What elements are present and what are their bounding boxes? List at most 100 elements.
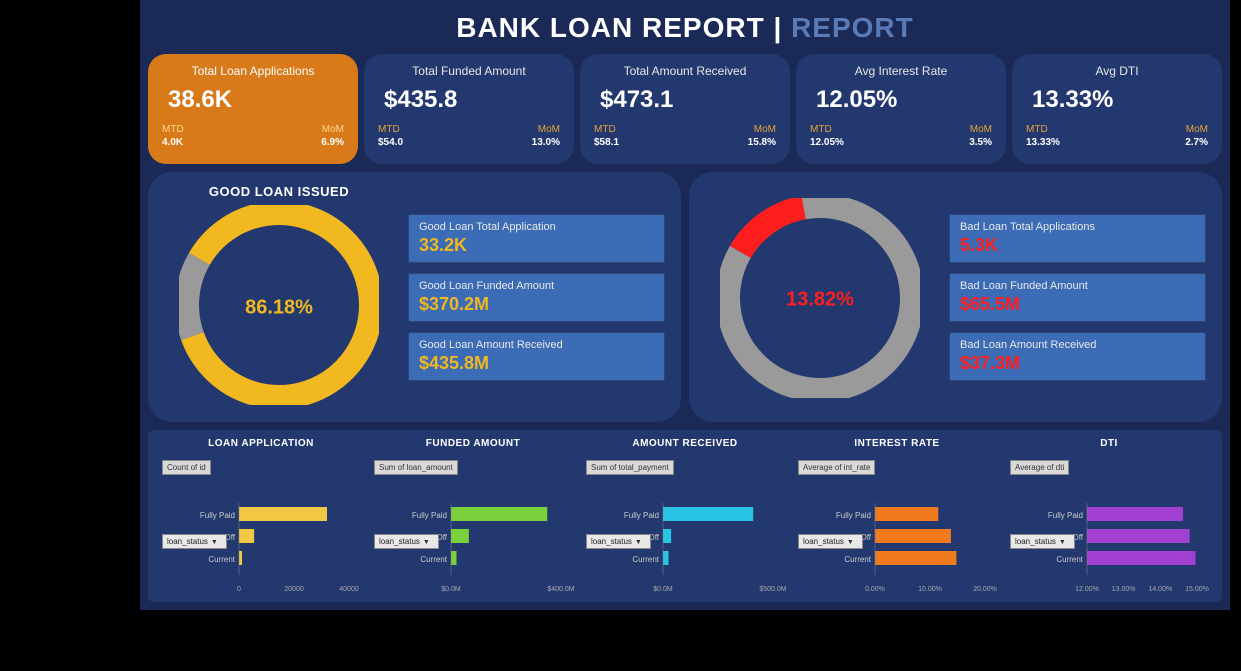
bad-metrics: Bad Loan Total Applications 5.3KBad Loan…	[949, 214, 1206, 381]
kpi-mom-label: MoM	[532, 124, 560, 135]
kpi-title: Avg Interest Rate	[810, 64, 992, 78]
page-title: BANK LOAN REPORT | REPORT	[148, 12, 1222, 44]
kpi-mtd-label: MTD	[810, 124, 844, 135]
kpi-mom-value: 3.5%	[969, 137, 992, 148]
svg-text:Fully Paid: Fully Paid	[836, 511, 871, 520]
good-loan-donut: 86.18%	[179, 205, 379, 410]
svg-text:Current: Current	[1056, 555, 1083, 564]
mini-chart-title: LOAN APPLICATION	[158, 438, 364, 449]
kpi-mom-value: 6.9%	[321, 137, 344, 148]
kpi-title: Total Funded Amount	[378, 64, 560, 78]
svg-text:$500.0M: $500.0M	[759, 586, 786, 593]
svg-text:Fully Paid: Fully Paid	[200, 511, 235, 520]
svg-text:15.00%: 15.00%	[1185, 586, 1209, 593]
bar	[239, 551, 242, 565]
bar	[1087, 529, 1190, 543]
bad-loan-card: 13.82% Bad Loan Total Applications 5.3KB…	[689, 172, 1222, 422]
metric-value: 5.3K	[960, 235, 1195, 256]
metric-label: Bad Loan Total Applications	[960, 221, 1195, 233]
mini-chart-field[interactable]: Count of id	[162, 460, 211, 475]
metric-value: $37.3M	[960, 353, 1195, 374]
kpi-value: $473.1	[600, 86, 776, 114]
loan-status-dropdown[interactable]: loan_status	[798, 534, 863, 549]
kpi-mtd-label: MTD	[594, 124, 619, 135]
kpi-mtd-label: MTD	[378, 124, 403, 135]
svg-text:$400.0M: $400.0M	[547, 586, 574, 593]
metric-box: Bad Loan Funded Amount $65.5M	[949, 273, 1206, 322]
bar	[1087, 551, 1196, 565]
kpi-title: Total Amount Received	[594, 64, 776, 78]
mini-chart-title: AMOUNT RECEIVED	[582, 438, 788, 449]
metric-box: Good Loan Amount Received $435.8M	[408, 332, 665, 381]
svg-text:Fully Paid: Fully Paid	[624, 511, 659, 520]
metric-box: Good Loan Total Application 33.2K	[408, 214, 665, 263]
svg-text:14.00%: 14.00%	[1148, 586, 1172, 593]
kpi-card-2[interactable]: Total Amount Received $473.1 MTD $58.1 Mo…	[580, 54, 790, 164]
kpi-mtd-value: $58.1	[594, 137, 619, 148]
kpi-card-0[interactable]: Total Loan Applications 38.6K MTD4.0K Mo…	[148, 54, 358, 164]
bar	[451, 529, 469, 543]
metric-value: $65.5M	[960, 294, 1195, 315]
bad-donut-label: 13.82%	[786, 289, 854, 312]
kpi-mom-value: 15.8%	[748, 137, 776, 148]
kpi-mtd-value: 12.05%	[810, 137, 844, 148]
bottom-charts-row: LOAN APPLICATION Count of id loan_status…	[148, 430, 1222, 602]
bar	[451, 507, 547, 521]
svg-text:20000: 20000	[284, 586, 304, 593]
svg-text:$0.0M: $0.0M	[653, 586, 673, 593]
kpi-mom-label: MoM	[321, 124, 344, 135]
bar	[875, 507, 938, 521]
mini-chart-0: LOAN APPLICATION Count of id loan_status…	[158, 438, 364, 598]
mini-chart-field[interactable]: Sum of total_payment	[586, 460, 674, 475]
good-loan-title: GOOD LOAN ISSUED	[164, 184, 394, 199]
mini-chart-field[interactable]: Average of int_rate	[798, 460, 875, 475]
kpi-card-3[interactable]: Avg Interest Rate 12.05% MTD 12.05% MoM 3.…	[796, 54, 1006, 164]
kpi-mom-label: MoM	[748, 124, 776, 135]
svg-text:0: 0	[237, 586, 241, 593]
bar	[1087, 507, 1183, 521]
kpi-value: $435.8	[384, 86, 560, 114]
metric-box: Bad Loan Total Applications 5.3K	[949, 214, 1206, 263]
kpi-value: 12.05%	[816, 86, 992, 114]
loan-status-dropdown[interactable]: loan_status	[374, 534, 439, 549]
kpi-title: Avg DTI	[1026, 64, 1208, 78]
metric-box: Good Loan Funded Amount $370.2M	[408, 273, 665, 322]
bar	[451, 551, 457, 565]
kpi-mom-value: 13.0%	[532, 137, 560, 148]
loan-status-dropdown[interactable]: loan_status	[1010, 534, 1075, 549]
metric-value: 33.2K	[419, 235, 654, 256]
bar	[239, 507, 327, 521]
bar	[663, 551, 669, 565]
kpi-row: Total Loan Applications 38.6K MTD4.0K Mo…	[148, 54, 1222, 164]
bad-loan-donut: 13.82%	[720, 198, 920, 403]
kpi-card-1[interactable]: Total Funded Amount $435.8 MTD $54.0 MoM 1…	[364, 54, 574, 164]
title-sub: REPORT	[791, 12, 914, 43]
kpi-value: 38.6K	[168, 86, 344, 114]
loan-status-dropdown[interactable]: loan_status	[162, 534, 227, 549]
metric-label: Good Loan Total Application	[419, 221, 654, 233]
metric-value: $435.8M	[419, 353, 654, 374]
loan-status-dropdown[interactable]: loan_status	[586, 534, 651, 549]
mini-chart-2: AMOUNT RECEIVED Sum of total_payment loa…	[582, 438, 788, 598]
metric-label: Good Loan Amount Received	[419, 339, 654, 351]
mini-chart-field[interactable]: Sum of loan_amount	[374, 460, 458, 475]
mini-chart-1: FUNDED AMOUNT Sum of loan_amount loan_st…	[370, 438, 576, 598]
svg-text:12.00%: 12.00%	[1075, 586, 1099, 593]
mini-chart-title: DTI	[1006, 438, 1212, 449]
metric-label: Bad Loan Funded Amount	[960, 280, 1195, 292]
good-bad-row: GOOD LOAN ISSUED 86.18% Good Loan Total …	[148, 172, 1222, 422]
metric-label: Good Loan Funded Amount	[419, 280, 654, 292]
svg-text:Fully Paid: Fully Paid	[1048, 511, 1083, 520]
kpi-card-4[interactable]: Avg DTI 13.33% MTD13.33% MoM2.7%	[1012, 54, 1222, 164]
kpi-mtd-value: $54.0	[378, 137, 403, 148]
svg-text:Current: Current	[420, 555, 447, 564]
kpi-mom-label: MoM	[969, 124, 992, 135]
bar	[875, 551, 956, 565]
kpi-mtd-value: 13.33%	[1026, 137, 1060, 148]
svg-text:Current: Current	[208, 555, 235, 564]
svg-text:Current: Current	[844, 555, 871, 564]
kpi-mom-value: 2.7%	[1185, 137, 1208, 148]
mini-chart-field[interactable]: Average of dti	[1010, 460, 1069, 475]
svg-text:20.00%: 20.00%	[973, 586, 997, 593]
bar	[239, 529, 254, 543]
